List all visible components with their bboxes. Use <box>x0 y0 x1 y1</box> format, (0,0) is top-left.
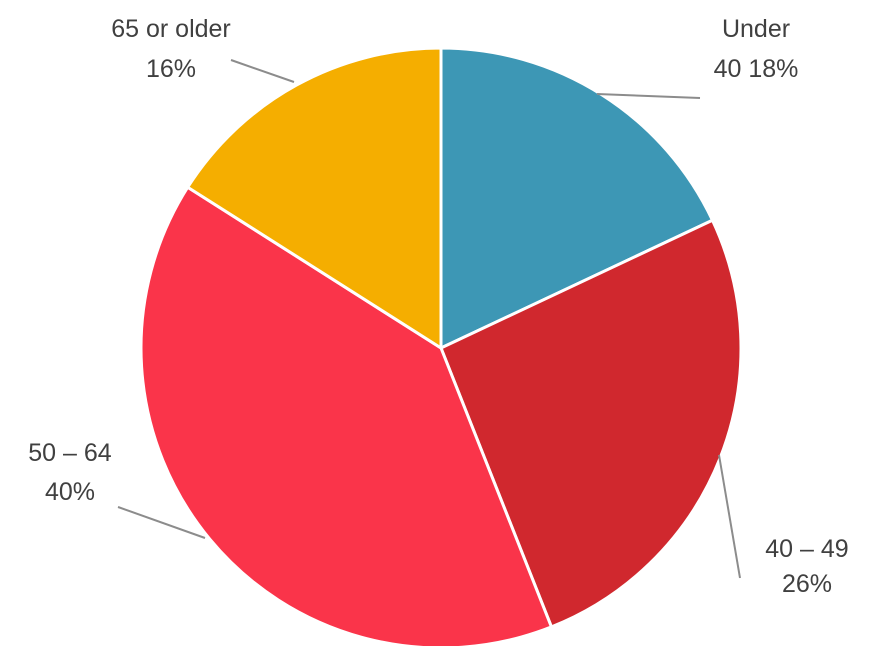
slice-label-50-64: 50 – 64 40% <box>28 439 112 506</box>
labels-layer: Under 40 18% 40 – 49 26% 50 – 64 40% 65 or old… <box>28 15 848 598</box>
slice-label-line-65-or-older-1: 65 or older <box>111 15 231 43</box>
slice-label-40-49: 40 – 49 26% <box>765 535 848 598</box>
slice-label-line-under-40-1: Under <box>722 15 790 43</box>
pie-slice-65-or-older <box>186 46 443 350</box>
slice-label-line-50-64-1: 50 – 64 <box>28 439 112 467</box>
leader-line-40-49 <box>718 454 741 579</box>
slice-label-under-40: Under 40 18% <box>714 15 799 83</box>
leader-lines-layer <box>117 59 741 579</box>
leader-line-65-or-older <box>230 59 295 83</box>
slice-label-line-40-49-2: 26% <box>782 570 832 598</box>
slice-label-line-under-40-2: 40 18% <box>714 55 799 83</box>
leader-line-50-64 <box>117 506 206 539</box>
slice-label-line-40-49-1: 40 – 49 <box>765 535 848 563</box>
leader-line-under-40 <box>596 93 701 99</box>
slice-label-line-50-64-2: 40% <box>45 478 95 506</box>
slice-label-65-or-older: 65 or older 16% <box>111 15 231 83</box>
slice-label-line-65-or-older-2: 16% <box>146 55 196 83</box>
slices-layer <box>139 46 743 650</box>
